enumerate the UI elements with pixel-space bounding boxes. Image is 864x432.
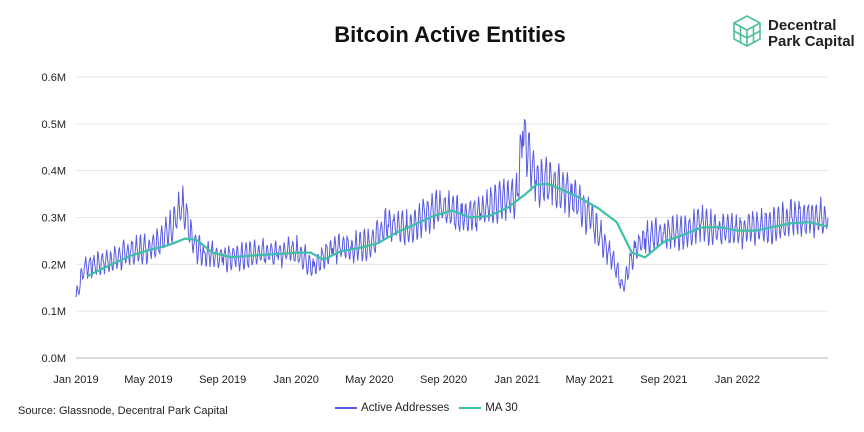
- y-tick-label: 0.4M: [42, 166, 66, 178]
- y-tick-label: 0.5M: [42, 119, 66, 131]
- x-tick-label: May 2020: [345, 374, 393, 386]
- series-line-ma30: [87, 182, 828, 278]
- chart-title: Bitcoin Active Entities: [334, 22, 566, 47]
- x-tick-label: Sep 2019: [199, 374, 246, 386]
- legend-label-active-addresses: Active Addresses: [361, 402, 450, 414]
- legend-swatch-ma30: [459, 407, 482, 409]
- legend-item-ma30: MA 30: [459, 402, 518, 414]
- x-tick-label: Jan 2022: [715, 374, 760, 386]
- source-note: Source: Glassnode, Decentral Park Capita…: [18, 405, 228, 417]
- legend-item-active-addresses: Active Addresses: [335, 402, 449, 414]
- isometric-cube-icon: [732, 14, 762, 53]
- x-tick-label: Sep 2020: [420, 374, 467, 386]
- chart-legend: Active Addresses MA 30: [335, 402, 518, 414]
- brand-name-line2: Park Capital: [768, 32, 855, 50]
- legend-swatch-active-addresses: [335, 407, 357, 409]
- brand-logo: Decentral Park Capital: [732, 14, 855, 53]
- x-tick-label: Jan 2020: [274, 374, 319, 386]
- x-tick-label: May 2021: [565, 374, 613, 386]
- legend-label-ma30: MA 30: [485, 402, 518, 414]
- y-tick-label: 0.1M: [42, 306, 66, 318]
- series-line-active-addresses: [75, 118, 829, 298]
- x-tick-label: Sep 2021: [640, 374, 687, 386]
- y-tick-label: 0.3M: [42, 213, 66, 225]
- y-tick-label: 0.6M: [42, 72, 66, 84]
- brand-name-line1: Decentral: [768, 16, 837, 34]
- y-tick-label: 0.2M: [42, 259, 66, 271]
- y-tick-label: 0.0M: [42, 353, 66, 365]
- x-tick-label: Jan 2019: [53, 374, 98, 386]
- x-tick-label: Jan 2021: [495, 374, 540, 386]
- x-tick-label: May 2019: [124, 374, 172, 386]
